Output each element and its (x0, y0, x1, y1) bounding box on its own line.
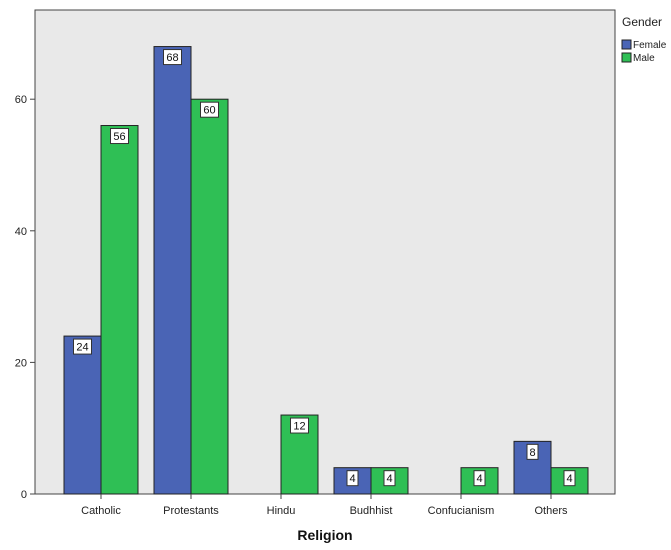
data-label: 4 (476, 473, 482, 485)
x-axis-title: Religion (297, 527, 352, 543)
bar-female (63, 335, 102, 495)
data-label: 68 (166, 52, 178, 64)
y-tick-label: 20 (15, 357, 27, 369)
bar-male (190, 98, 229, 495)
data-label-box (383, 470, 396, 487)
data-label: 12 (293, 421, 305, 433)
legend-swatch-male (621, 52, 632, 63)
data-label-box (290, 417, 309, 434)
legend-label-male: Male (633, 53, 655, 64)
data-label: 4 (566, 473, 572, 485)
bar-female (153, 46, 192, 495)
data-label: 56 (113, 131, 125, 143)
legend-title: Gender (622, 15, 662, 29)
x-tick-label: Confucianism (428, 505, 495, 517)
data-label-box (346, 470, 359, 487)
y-tick-label: 0 (21, 489, 27, 501)
data-label: 24 (76, 342, 88, 354)
data-label-box (473, 470, 486, 487)
data-label: 4 (386, 473, 392, 485)
axis-layer: 0 20 40 60 Catholic Protestants Hindu Budhhist C… (15, 94, 568, 517)
x-tick-label: Protestants (163, 505, 219, 517)
data-label-box (110, 128, 129, 145)
y-tick-label: 40 (15, 226, 27, 238)
legend-items: Female Male (621, 39, 667, 64)
bars-layer: 24 56 68 60 12 4 4 4 8 4 (63, 46, 589, 495)
x-tick-label: Others (534, 505, 568, 517)
legend-swatch-female (621, 39, 632, 50)
data-label-box (200, 101, 219, 118)
x-tick-label: Hindu (267, 505, 296, 517)
data-label-box (563, 470, 576, 487)
x-tick-label: Budhhist (350, 505, 393, 517)
x-tick-label: Catholic (81, 505, 121, 517)
legend-label-female: Female (633, 40, 667, 51)
y-tick-label: 60 (15, 94, 27, 106)
data-label-box (163, 49, 182, 66)
bar-male (100, 125, 139, 495)
legend: Gender Female Male (621, 15, 667, 64)
data-label: 8 (529, 447, 535, 459)
data-label-box (73, 338, 92, 355)
data-label: 4 (349, 473, 355, 485)
data-label-box (526, 443, 539, 460)
data-label: 60 (203, 105, 215, 117)
